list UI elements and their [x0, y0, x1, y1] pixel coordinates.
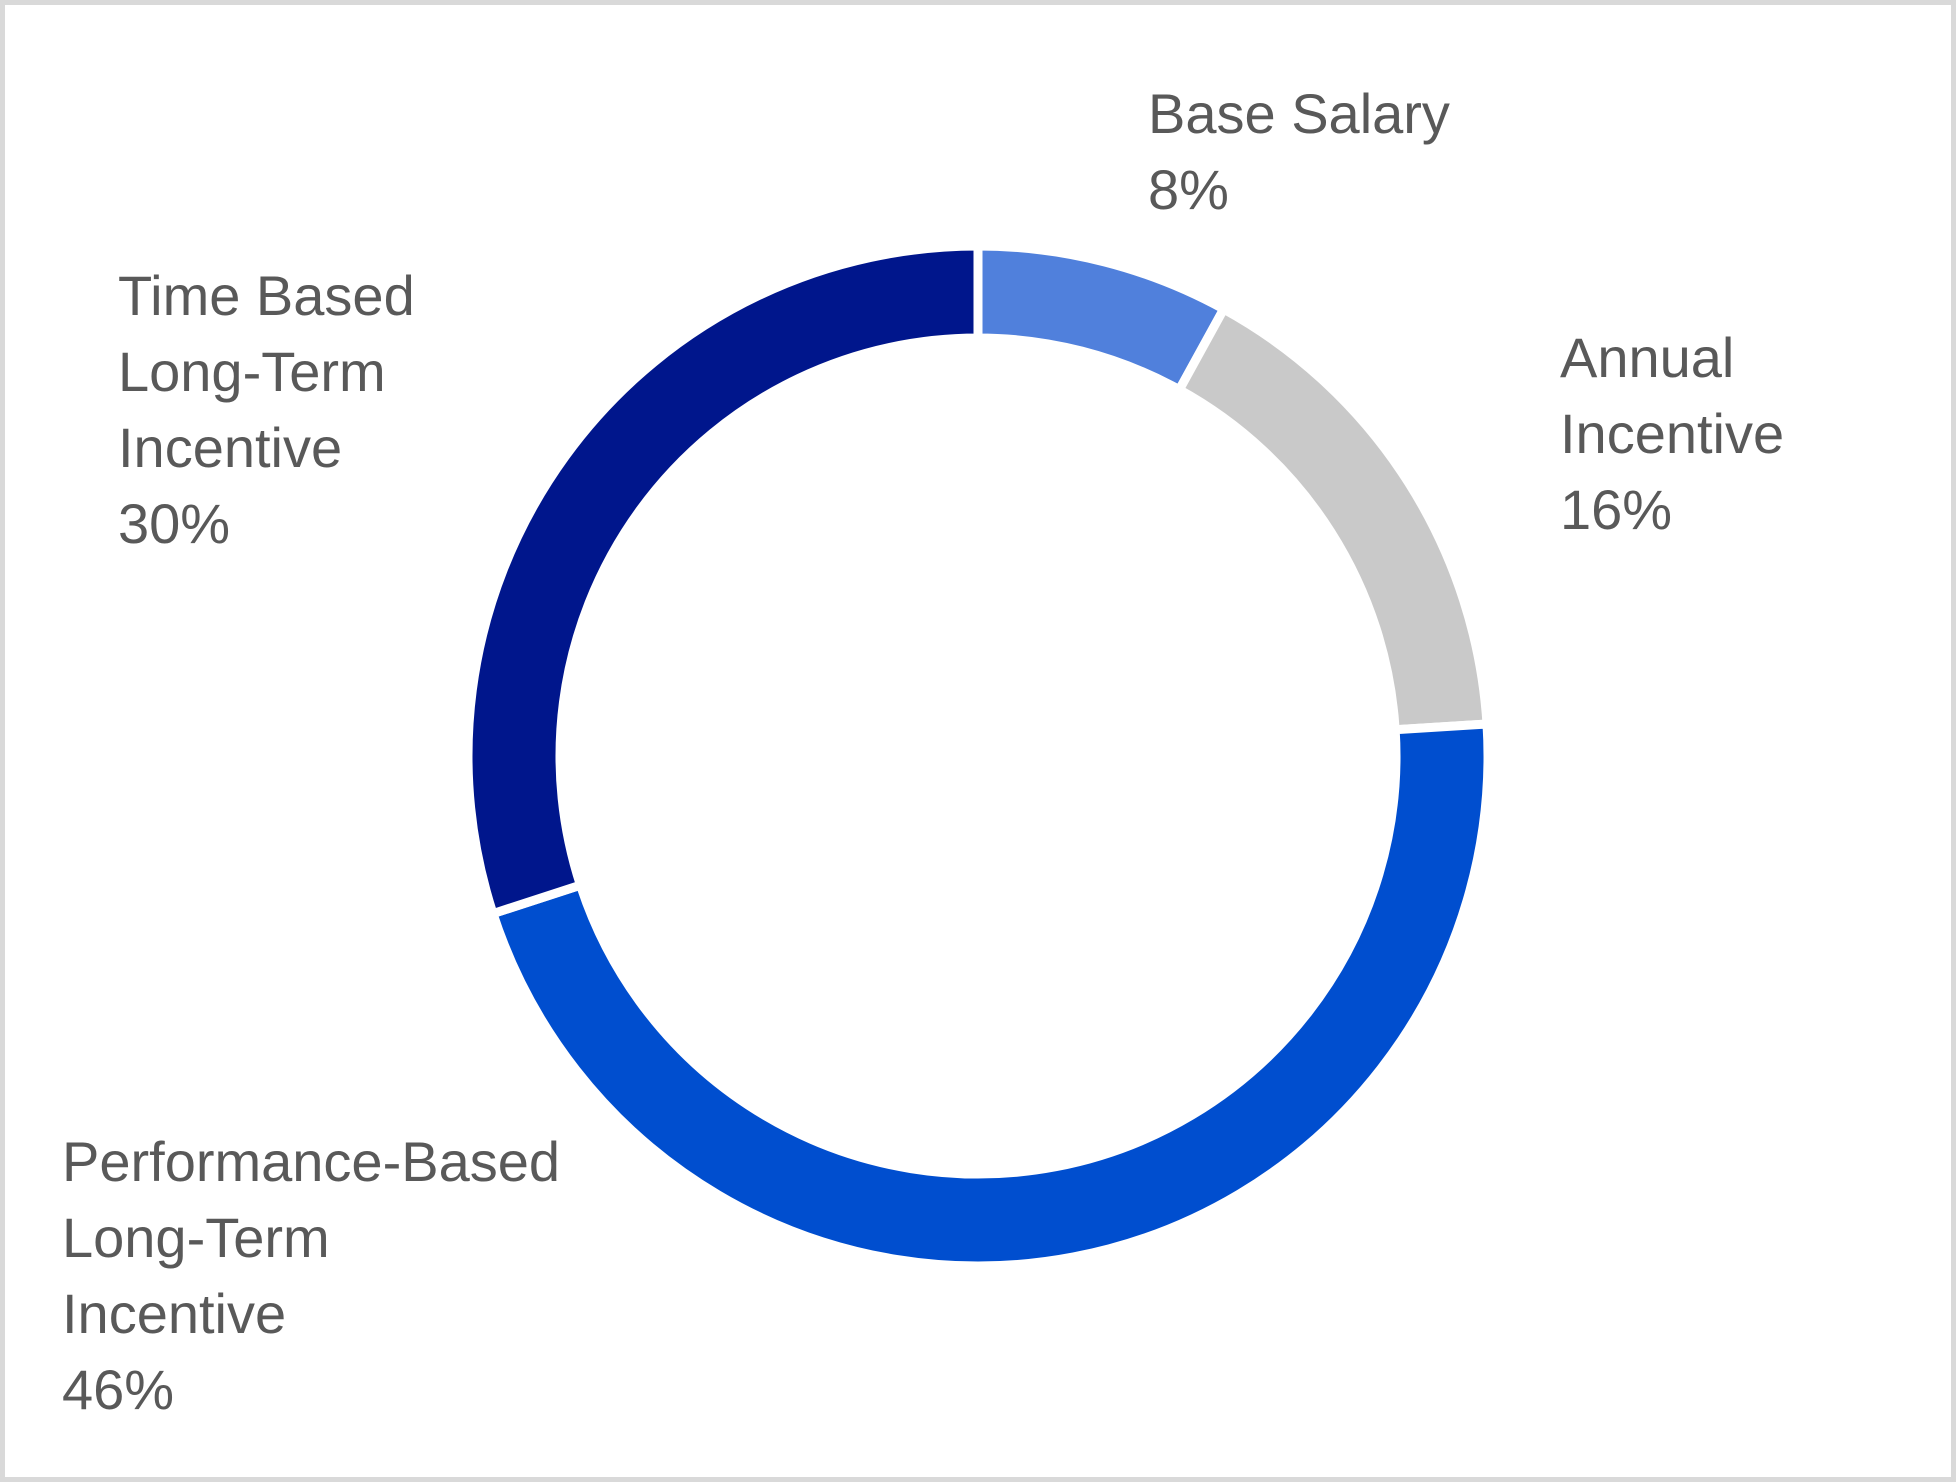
slice-label-line: Base Salary — [1148, 82, 1450, 145]
slice-annual-incentive — [1173, 302, 1492, 735]
slice-label-line: Time Based — [118, 264, 415, 327]
slice-label-line: Long-Term — [62, 1206, 330, 1269]
slice-label-line: Incentive — [62, 1282, 287, 1345]
slice-label-base-salary: Base Salary 8% — [1148, 76, 1450, 228]
slice-label-value: 30% — [118, 492, 231, 555]
slice-label-time-based-lti: Time Based Long-Term Incentive 30% — [118, 258, 415, 562]
slice-time-based-lti — [463, 241, 983, 920]
slice-label-line: Performance-Based — [62, 1130, 561, 1193]
slice-label-value: 46% — [62, 1358, 175, 1421]
slice-label-line: Incentive — [118, 416, 343, 479]
slice-label-line: Long-Term — [118, 340, 386, 403]
slice-performance-based-lti — [487, 719, 1493, 1271]
slice-label-value: 16% — [1560, 478, 1673, 541]
slice-label-line: Incentive — [1560, 402, 1785, 465]
slice-label-annual-incentive: Annual Incentive 16% — [1560, 320, 1784, 548]
slice-label-line: Annual — [1560, 326, 1735, 389]
slice-label-value: 8% — [1148, 158, 1229, 221]
slice-label-performance-based-lti: Performance-Based Long-Term Incentive 46… — [62, 1124, 560, 1428]
